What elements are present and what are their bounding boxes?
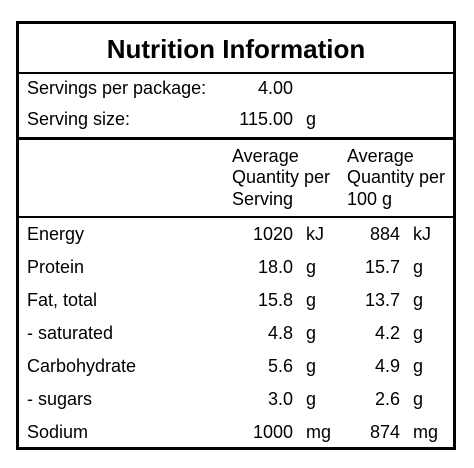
per-serving-unit: g [306, 389, 317, 409]
per-100g-unit: g [413, 356, 424, 376]
per-100g-unit: mg [413, 422, 439, 442]
panel-title: Nutrition Information [106, 34, 366, 64]
per-100g-value: 4.2 [374, 323, 400, 343]
nutrient-name: Carbohydrate [27, 356, 137, 376]
col-header-serving-line1: Average [232, 146, 299, 166]
per-100g-value: 884 [369, 224, 400, 244]
per-100g-value: 13.7 [364, 290, 400, 310]
per-100g-value: 874 [369, 422, 400, 442]
per-serving-unit: g [306, 257, 317, 277]
per-serving-unit: g [306, 323, 317, 343]
per-serving-value: 4.8 [267, 323, 293, 343]
per-serving-unit: kJ [306, 224, 324, 244]
per-serving-unit: g [306, 290, 317, 310]
per-serving-value: 1020 [252, 224, 293, 244]
col-header-serving-line2: Quantity per [232, 167, 331, 187]
col-header-serving-line3: Serving [232, 189, 294, 209]
nutrient-name: Sodium [27, 422, 89, 442]
nutrient-name: Fat, total [27, 290, 98, 310]
per-serving-value: 5.6 [267, 356, 293, 376]
nutrient-name: - sugars [27, 389, 93, 409]
servings-label: Servings per package: [27, 78, 207, 98]
per-serving-value: 1000 [252, 422, 293, 442]
per-serving-value: 18.0 [257, 257, 293, 277]
per-100g-unit: g [413, 290, 424, 310]
per-serving-unit: g [306, 356, 317, 376]
col-header-100g-line3: 100 g [347, 189, 393, 209]
serving-size-value: 115.00 [239, 109, 293, 129]
nutrient-name: - saturated [27, 323, 114, 343]
per-100g-unit: kJ [413, 224, 431, 244]
serving-size-label: Serving size: [27, 109, 131, 129]
col-header-100g-line1: Average [347, 146, 414, 166]
per-serving-unit: mg [306, 422, 332, 442]
per-100g-unit: g [413, 323, 424, 343]
per-100g-value: 2.6 [374, 389, 400, 409]
per-100g-unit: g [413, 257, 424, 277]
servings-value: 4.00 [257, 78, 293, 98]
nutrition-panel: Nutrition Information Servings per packa… [16, 21, 456, 450]
columns-divider [19, 216, 453, 218]
per-serving-value: 15.8 [257, 290, 293, 310]
per-100g-value: 4.9 [374, 356, 400, 376]
nutrient-name: Protein [27, 257, 85, 277]
per-100g-value: 15.7 [364, 257, 400, 277]
col-header-100g-line2: Quantity per [347, 167, 446, 187]
per-100g-unit: g [413, 389, 424, 409]
per-serving-value: 3.0 [267, 389, 293, 409]
serving-size-unit: g [306, 109, 317, 129]
title-divider [19, 72, 453, 74]
nutrient-name: Energy [27, 224, 85, 244]
header-divider [19, 137, 453, 140]
